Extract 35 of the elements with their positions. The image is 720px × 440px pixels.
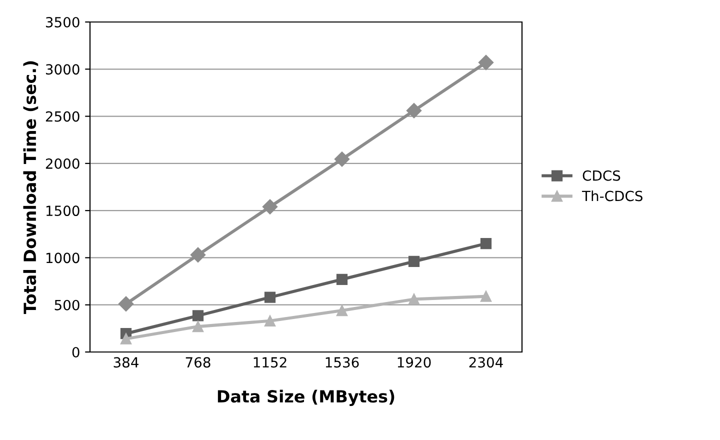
point xyxy=(262,199,278,214)
legend-label: Th-CDCS xyxy=(582,190,642,202)
point xyxy=(264,292,276,303)
y-tick-label: 500 xyxy=(54,300,80,310)
y-tick-label: 2000 xyxy=(46,158,80,169)
point xyxy=(264,315,276,326)
y-axis-title: Total Download Time (sec.) xyxy=(23,61,38,314)
x-tick-label: 2304 xyxy=(469,357,503,368)
y-tick-label: 1000 xyxy=(46,252,80,264)
point xyxy=(480,238,492,250)
point xyxy=(120,333,132,344)
x-tick-label: 1152 xyxy=(254,357,286,368)
x-tick-label: 1920 xyxy=(398,357,431,368)
x-tick-label: 768 xyxy=(186,357,210,368)
y-tick-label: 3000 xyxy=(46,64,80,75)
x-tick-label: 1536 xyxy=(326,357,359,368)
legend-label: CDCS xyxy=(582,170,620,181)
point xyxy=(408,256,420,268)
point xyxy=(336,304,348,316)
point xyxy=(118,296,134,312)
point xyxy=(190,247,206,262)
y-tick-label: 1500 xyxy=(46,206,80,216)
point xyxy=(192,310,204,322)
point xyxy=(478,54,494,70)
x-tick-label: 384 xyxy=(114,357,138,368)
y-tick-label: 3500 xyxy=(46,16,80,28)
x-axis-title: Data Size (MBytes) xyxy=(218,390,394,406)
y-tick-label: 0 xyxy=(72,346,80,358)
y-tick-label: 2500 xyxy=(46,111,80,122)
point xyxy=(480,290,492,302)
point xyxy=(336,274,348,285)
point xyxy=(406,103,422,118)
point xyxy=(334,152,350,167)
point xyxy=(408,294,420,305)
point xyxy=(192,320,204,332)
